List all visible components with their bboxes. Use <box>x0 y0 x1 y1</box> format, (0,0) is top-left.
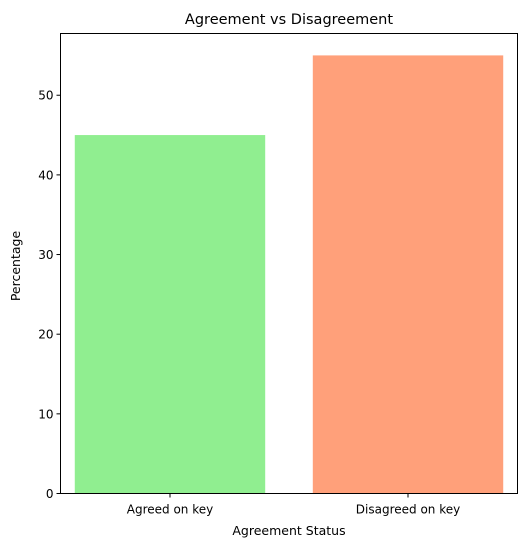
y-tick-label: 10 <box>38 407 53 421</box>
y-axis-label: Percentage <box>8 231 23 302</box>
bar-agreed-on-key <box>74 135 266 494</box>
y-tick-label: 20 <box>38 328 53 342</box>
y-tick-label: 40 <box>38 168 53 182</box>
y-tick-label: 50 <box>38 89 53 103</box>
ticks-layer: Agreed on key Disagreed on key 0 10 20 30 40 50 <box>38 89 460 517</box>
bars-layer <box>74 55 504 494</box>
bar-disagreed-on-key <box>312 55 504 494</box>
chart-title: Agreement vs Disagreement <box>185 12 393 28</box>
plot-frame <box>60 33 518 494</box>
x-axis-label: Agreement Status <box>232 523 345 538</box>
y-tick-label: 0 <box>46 487 54 501</box>
y-tick-label: 30 <box>38 248 53 262</box>
x-tick-label: Disagreed on key <box>356 503 460 517</box>
x-tick-label: Agreed on key <box>127 503 213 517</box>
